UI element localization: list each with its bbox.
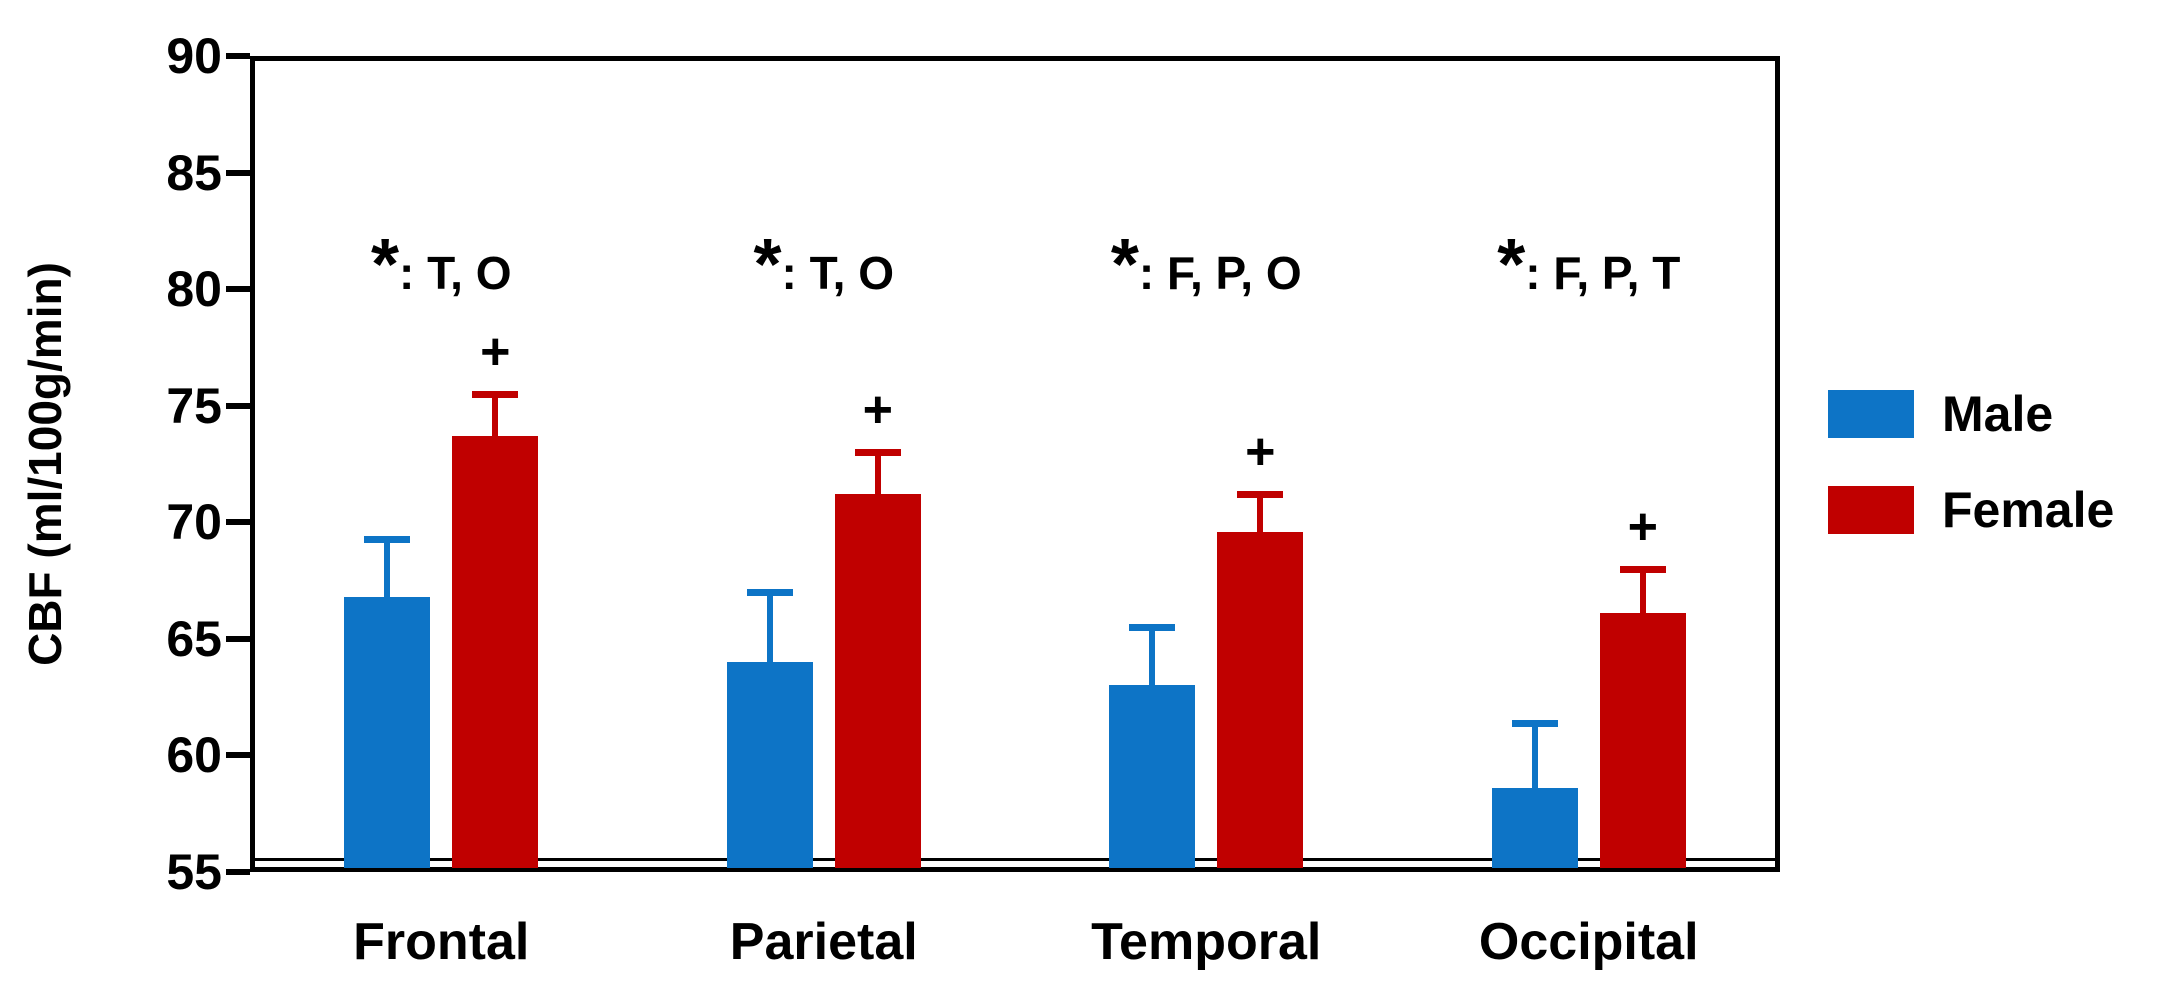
error-bar-line bbox=[1257, 494, 1264, 536]
error-bar-line bbox=[384, 538, 391, 601]
error-bar-line bbox=[1639, 568, 1646, 618]
annotation-text: : T, O bbox=[781, 247, 894, 299]
bar-male-parietal bbox=[726, 662, 813, 868]
y-tick-mark bbox=[226, 286, 250, 293]
error-bar-cap bbox=[854, 449, 901, 457]
annotation-occipital: *: F, P, T bbox=[1497, 224, 1680, 306]
bar-male-occipital bbox=[1491, 788, 1578, 868]
y-tick-label: 55 bbox=[166, 844, 222, 900]
y-tick-mark bbox=[226, 752, 250, 759]
y-tick-mark bbox=[226, 169, 250, 176]
y-tick-label: 75 bbox=[166, 377, 222, 434]
y-tick-mark bbox=[226, 635, 250, 642]
y-tick-label: 70 bbox=[166, 494, 222, 551]
y-tick-mark bbox=[226, 53, 250, 59]
annotation-frontal: *: T, O bbox=[371, 224, 511, 306]
legend-label-male: Male bbox=[1942, 386, 2054, 442]
bar-female-occipital bbox=[1599, 613, 1686, 868]
category-label-temporal: Temporal bbox=[1091, 913, 1322, 971]
bar-female-parietal bbox=[834, 494, 921, 868]
legend: Male Female bbox=[1828, 388, 2114, 580]
error-bar-cap bbox=[746, 589, 793, 597]
annotation-star: * bbox=[1110, 225, 1139, 305]
y-tick-label: 60 bbox=[166, 727, 222, 784]
bar-female-frontal bbox=[452, 436, 539, 868]
significance-plus-marker: + bbox=[1245, 423, 1276, 482]
significance-plus-marker: + bbox=[1627, 497, 1658, 556]
y-tick-label: 65 bbox=[166, 610, 222, 667]
annotation-star: * bbox=[371, 225, 400, 305]
bar-male-frontal bbox=[344, 596, 431, 868]
annotation-text: : T, O bbox=[399, 247, 512, 299]
legend-entry-male: Male bbox=[1828, 388, 2114, 440]
y-tick-label: 80 bbox=[166, 261, 222, 318]
error-bar-line bbox=[1149, 627, 1156, 690]
error-bar-line bbox=[1531, 722, 1538, 793]
annotation-text: : F, P, O bbox=[1138, 247, 1302, 299]
category-label-parietal: Parietal bbox=[729, 913, 918, 971]
annotation-parietal: *: T, O bbox=[754, 224, 894, 306]
legend-swatch-male bbox=[1828, 390, 1914, 438]
category-label-frontal: Frontal bbox=[353, 913, 530, 971]
x-axis-line bbox=[255, 858, 1775, 861]
error-bar-line bbox=[492, 394, 499, 440]
error-bar-line bbox=[874, 452, 881, 499]
legend-swatch-female bbox=[1828, 486, 1914, 534]
annotation-temporal: *: F, P, O bbox=[1111, 224, 1302, 306]
y-tick-mark bbox=[226, 402, 250, 409]
significance-plus-marker: + bbox=[862, 381, 893, 440]
error-bar-cap bbox=[1619, 565, 1666, 573]
error-bar-cap bbox=[1129, 624, 1176, 632]
y-tick-label: 85 bbox=[166, 144, 222, 201]
bar-female-temporal bbox=[1217, 531, 1304, 868]
y-axis-title: CBF (ml/100g/min) bbox=[19, 262, 71, 666]
error-bar-cap bbox=[1511, 719, 1558, 727]
significance-plus-marker: + bbox=[480, 323, 511, 382]
annotation-text: : F, P, T bbox=[1525, 247, 1681, 299]
error-bar-cap bbox=[472, 391, 519, 399]
legend-entry-female: Female bbox=[1828, 484, 2114, 536]
y-tick-label: 90 bbox=[166, 28, 222, 84]
bar-male-temporal bbox=[1109, 685, 1196, 868]
error-bar-cap bbox=[364, 535, 411, 543]
annotation-star: * bbox=[753, 225, 782, 305]
error-bar-cap bbox=[1237, 491, 1284, 499]
error-bar-line bbox=[766, 592, 773, 667]
y-tick-mark bbox=[226, 519, 250, 526]
legend-label-female: Female bbox=[1942, 482, 2115, 538]
category-label-occipital: Occipital bbox=[1478, 913, 1699, 971]
annotation-star: * bbox=[1497, 225, 1526, 305]
y-tick-mark bbox=[226, 869, 250, 875]
